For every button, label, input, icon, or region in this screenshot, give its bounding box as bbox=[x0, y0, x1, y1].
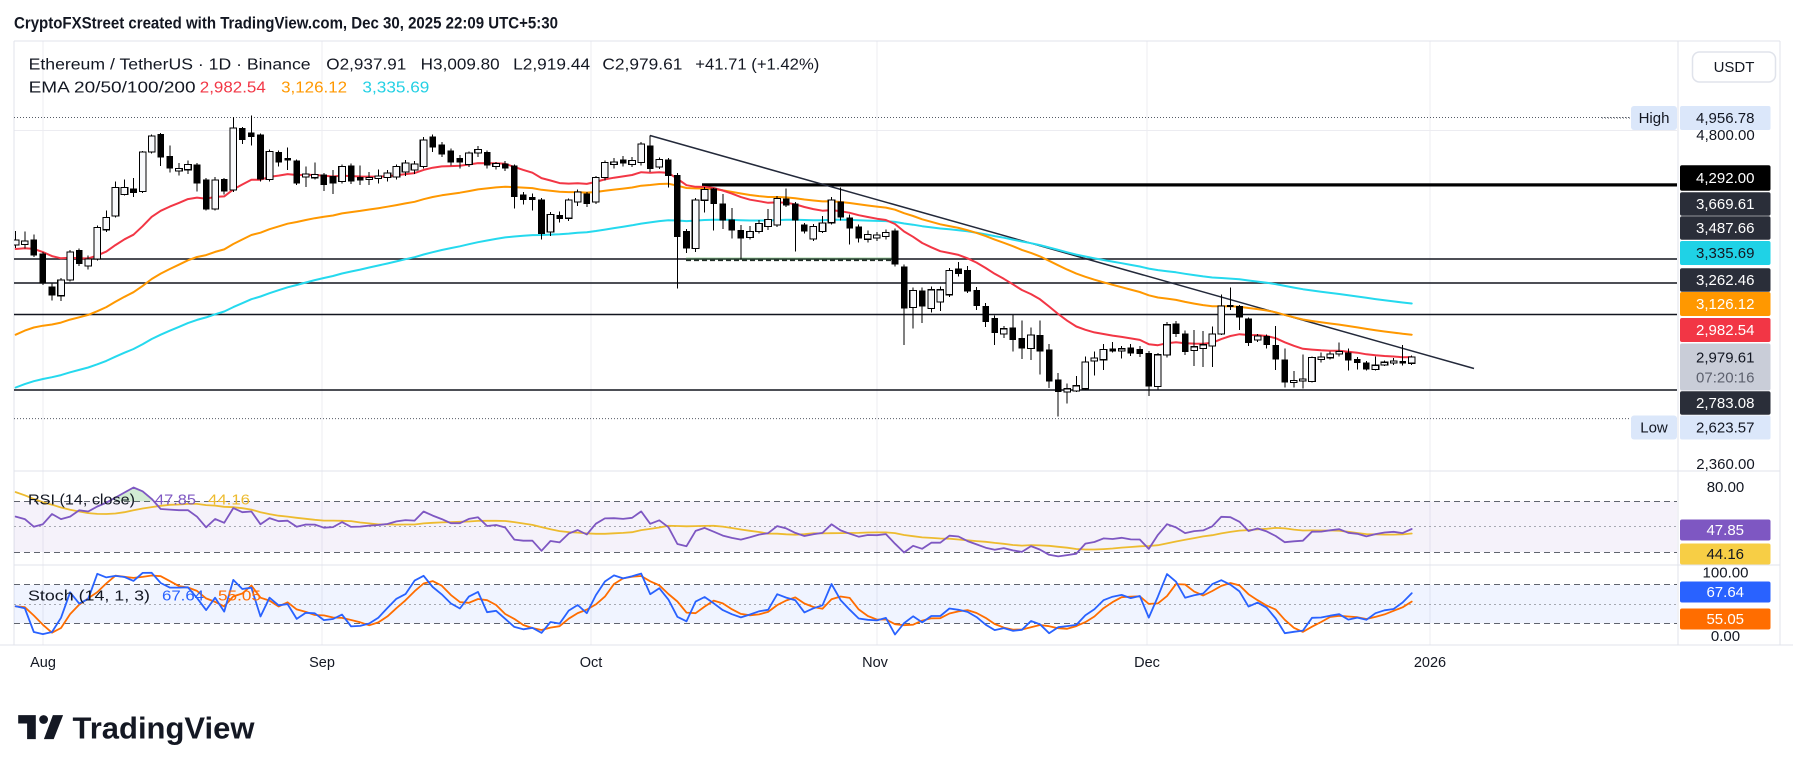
svg-text:3,335.69: 3,335.69 bbox=[1696, 245, 1754, 262]
svg-text:Nov: Nov bbox=[862, 655, 889, 671]
svg-text:3,126.12: 3,126.12 bbox=[1696, 296, 1754, 313]
svg-text:Oct: Oct bbox=[580, 655, 603, 671]
svg-text:Sep: Sep bbox=[309, 655, 335, 671]
svg-text:Dec: Dec bbox=[1134, 655, 1160, 671]
svg-text:80.00: 80.00 bbox=[1707, 479, 1745, 496]
svg-text:C2,979.61: C2,979.61 bbox=[602, 57, 682, 74]
svg-text:EMA 20/50/100/200: EMA 20/50/100/200 bbox=[29, 80, 196, 97]
svg-text:O2,937.91: O2,937.91 bbox=[326, 57, 406, 74]
svg-text:3,262.46: 3,262.46 bbox=[1696, 272, 1754, 289]
svg-text:H3,009.80: H3,009.80 bbox=[421, 57, 500, 74]
svg-text:4,800.00: 4,800.00 bbox=[1696, 127, 1754, 144]
svg-text:RSI (14, close): RSI (14, close) bbox=[28, 493, 135, 509]
svg-text:TradingView: TradingView bbox=[73, 711, 256, 746]
svg-text:67.64: 67.64 bbox=[1706, 584, 1744, 601]
svg-text:100.00: 100.00 bbox=[1703, 565, 1749, 582]
svg-text:Aug: Aug bbox=[30, 655, 56, 671]
svg-text:Stoch (14, 1, 3): Stoch (14, 1, 3) bbox=[28, 589, 150, 605]
svg-text:47.85: 47.85 bbox=[1706, 522, 1744, 539]
svg-text:CryptoFXStreet created with Tr: CryptoFXStreet created with TradingView.… bbox=[14, 14, 558, 33]
svg-text:4,956.78: 4,956.78 bbox=[1696, 110, 1754, 127]
svg-text:2,623.57: 2,623.57 bbox=[1696, 420, 1754, 437]
svg-text:47.85: 47.85 bbox=[155, 493, 196, 509]
svg-text:2,982.54: 2,982.54 bbox=[1696, 322, 1754, 339]
svg-text:55.05: 55.05 bbox=[1706, 611, 1744, 628]
svg-text:2,783.08: 2,783.08 bbox=[1696, 395, 1754, 412]
svg-text:07:20:16: 07:20:16 bbox=[1696, 370, 1754, 387]
svg-text:44.16: 44.16 bbox=[208, 493, 250, 509]
svg-text:Ethereum / TetherUS · 1D · Bin: Ethereum / TetherUS · 1D · Binance bbox=[29, 57, 311, 74]
svg-text:3,487.66: 3,487.66 bbox=[1696, 220, 1754, 237]
svg-text:4,292.00: 4,292.00 bbox=[1696, 170, 1754, 187]
svg-text:+41.71 (+1.42%): +41.71 (+1.42%) bbox=[695, 57, 819, 74]
svg-text:0.00: 0.00 bbox=[1711, 628, 1740, 645]
svg-text:High: High bbox=[1639, 110, 1670, 127]
svg-text:2026: 2026 bbox=[1414, 655, 1446, 671]
svg-text:3,669.61: 3,669.61 bbox=[1696, 196, 1754, 213]
svg-text:44.16: 44.16 bbox=[1706, 546, 1744, 563]
svg-text:2,982.54: 2,982.54 bbox=[200, 80, 266, 97]
svg-text:L2,919.44: L2,919.44 bbox=[513, 57, 590, 74]
svg-text:2,979.61: 2,979.61 bbox=[1696, 350, 1754, 367]
svg-text:USDT: USDT bbox=[1714, 59, 1755, 76]
svg-text:67.64: 67.64 bbox=[162, 589, 204, 605]
svg-text:3,126.12: 3,126.12 bbox=[281, 80, 347, 97]
svg-text:2,360.00: 2,360.00 bbox=[1696, 456, 1754, 473]
svg-text:Low: Low bbox=[1640, 420, 1668, 437]
svg-text:55.05: 55.05 bbox=[218, 589, 261, 605]
svg-text:3,335.69: 3,335.69 bbox=[362, 80, 429, 97]
